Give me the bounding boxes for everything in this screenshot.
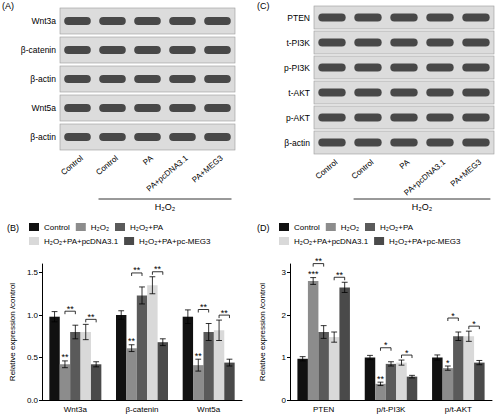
svg-text:PA+pcDNA3.1: PA+pcDNA3.1 xyxy=(402,157,447,197)
svg-text:p/t-AKT: p/t-AKT xyxy=(445,405,472,414)
svg-text:p-PI3K: p-PI3K xyxy=(284,63,310,73)
svg-text:H₂O₂: H₂O₂ xyxy=(91,223,109,232)
svg-text:PA+MEG3: PA+MEG3 xyxy=(190,153,225,184)
svg-text:H₂O₂+PA+pcDNA3.1: H₂O₂+PA+pcDNA3.1 xyxy=(294,237,369,246)
svg-text:*: * xyxy=(451,311,455,321)
svg-text:Relative expression /control: Relative expression /control xyxy=(8,283,17,381)
svg-text:*: * xyxy=(472,319,476,329)
svg-text:β-catenin: β-catenin xyxy=(125,405,158,414)
svg-text:**: ** xyxy=(154,264,162,274)
svg-text:(C): (C) xyxy=(257,1,270,11)
svg-text:*: * xyxy=(384,340,388,350)
svg-text:t-PI3K: t-PI3K xyxy=(286,38,310,48)
svg-text:**: ** xyxy=(61,352,69,362)
svg-text:H₂O₂+PA: H₂O₂+PA xyxy=(130,223,164,232)
svg-text:**: ** xyxy=(67,304,75,314)
svg-text:H₂O₂: H₂O₂ xyxy=(155,202,176,212)
svg-text:Control: Control xyxy=(350,157,376,181)
svg-text:Wnt5a: Wnt5a xyxy=(197,405,221,414)
svg-text:**: ** xyxy=(195,351,203,361)
svg-text:PA: PA xyxy=(398,157,412,171)
svg-text:**: ** xyxy=(336,270,344,280)
svg-text:**: ** xyxy=(133,265,141,275)
svg-text:(D): (D) xyxy=(257,223,270,233)
svg-text:p-AKT: p-AKT xyxy=(286,113,310,123)
svg-text:β-actin: β-actin xyxy=(284,138,310,148)
svg-text:Control: Control xyxy=(59,153,85,177)
svg-text:Control: Control xyxy=(314,157,340,181)
svg-text:0.5: 0.5 xyxy=(27,353,39,362)
svg-text:Control: Control xyxy=(294,223,320,232)
svg-text:Control: Control xyxy=(94,153,120,177)
svg-text:***: *** xyxy=(308,269,319,279)
svg-text:PTEN: PTEN xyxy=(313,405,335,414)
svg-text:*: * xyxy=(405,348,409,358)
svg-text:**: ** xyxy=(315,256,323,266)
svg-text:Relative expression /control: Relative expression /control xyxy=(258,283,267,381)
svg-text:1.0: 1.0 xyxy=(27,311,39,320)
svg-text:PTEN: PTEN xyxy=(287,13,310,23)
svg-text:H₂O₂+PA+pc-MEG3: H₂O₂+PA+pc-MEG3 xyxy=(389,237,461,246)
svg-text:**: ** xyxy=(128,336,136,346)
svg-text:β-actin: β-actin xyxy=(30,132,56,142)
svg-text:3: 3 xyxy=(282,268,287,277)
svg-text:p/t-PI3K: p/t-PI3K xyxy=(377,405,407,414)
svg-text:Wnt5a: Wnt5a xyxy=(31,103,56,113)
svg-text:**: ** xyxy=(200,302,208,312)
svg-text:t-AKT: t-AKT xyxy=(288,88,310,98)
svg-text:H₂O₂+PA+pcDNA3.1: H₂O₂+PA+pcDNA3.1 xyxy=(44,237,119,246)
svg-text:H₂O₂: H₂O₂ xyxy=(412,202,433,212)
svg-text:Wnt3a: Wnt3a xyxy=(64,405,88,414)
svg-text:(B): (B) xyxy=(7,223,19,233)
svg-text:H₂O₂+PA+pc-MEG3: H₂O₂+PA+pc-MEG3 xyxy=(139,237,211,246)
svg-text:**: ** xyxy=(377,374,385,384)
svg-text:1: 1 xyxy=(282,353,287,362)
svg-text:H₂O₂: H₂O₂ xyxy=(341,223,359,232)
svg-text:Wnt3a: Wnt3a xyxy=(31,16,56,26)
svg-text:0: 0 xyxy=(282,396,287,405)
svg-text:PA+MEG3: PA+MEG3 xyxy=(449,157,484,188)
svg-text:PA: PA xyxy=(141,153,155,167)
svg-text:Control: Control xyxy=(44,223,70,232)
svg-text:**: ** xyxy=(87,312,95,322)
svg-text:β-catenin: β-catenin xyxy=(21,45,56,55)
svg-text:1.5: 1.5 xyxy=(27,268,39,277)
svg-text:**: ** xyxy=(221,308,229,318)
svg-text:*: * xyxy=(446,358,450,368)
svg-text:PA+pcDNA3.1: PA+pcDNA3.1 xyxy=(145,153,190,193)
svg-text:(A): (A) xyxy=(2,1,14,11)
svg-text:0.0: 0.0 xyxy=(27,396,39,405)
svg-text:H₂O₂+PA: H₂O₂+PA xyxy=(380,223,414,232)
svg-text:2: 2 xyxy=(282,311,287,320)
svg-text:β-actin: β-actin xyxy=(30,74,56,84)
